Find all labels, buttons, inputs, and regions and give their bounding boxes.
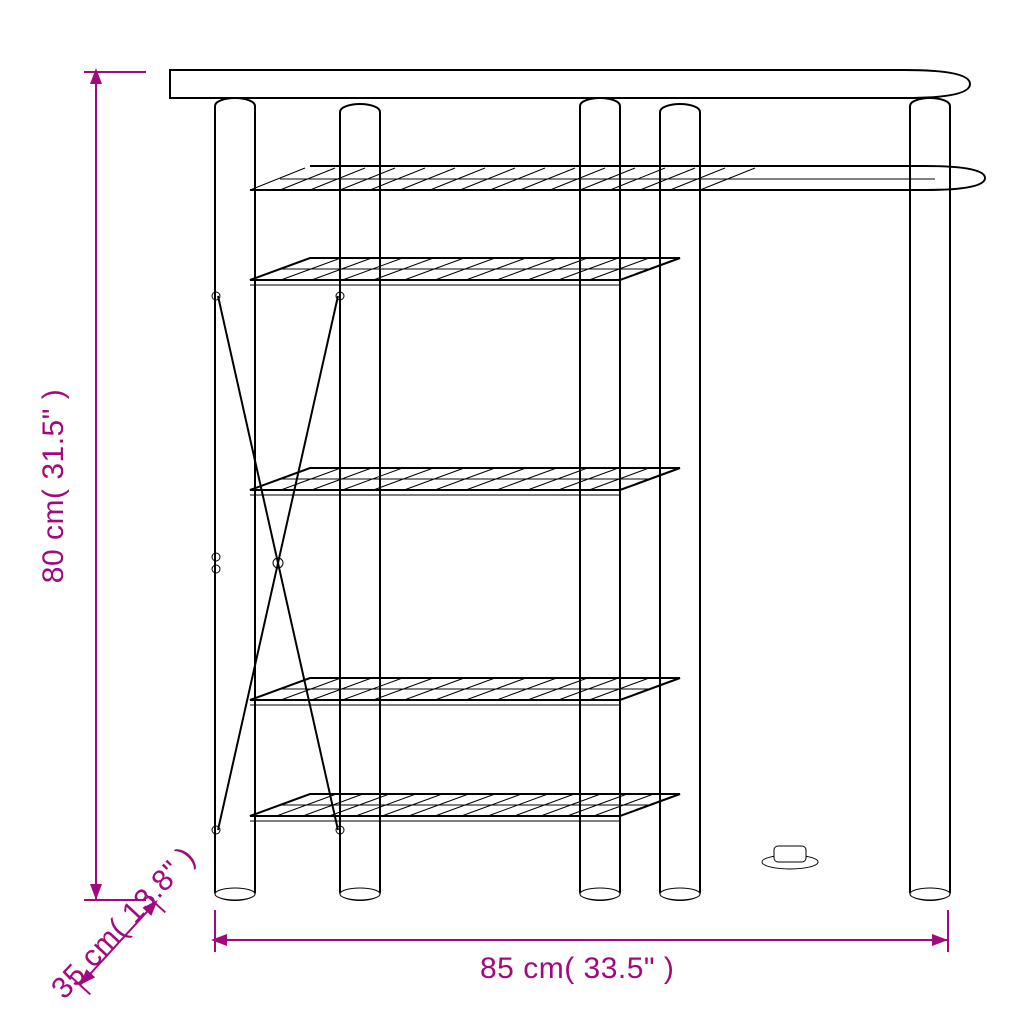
width-dimension-label: 85 cm( 33.5" ) — [480, 952, 674, 986]
height-in: ( 31.5" ) — [37, 389, 70, 499]
width-cm: 85 cm — [480, 952, 564, 985]
height-cm: 80 cm — [37, 499, 70, 583]
height-dimension-label: 80 cm( 31.5" ) — [37, 389, 71, 583]
diagram-canvas: 80 cm( 31.5" ) 35 cm( 13.8" ) 85 cm( 33.… — [0, 0, 1024, 1024]
width-in: ( 33.5" ) — [564, 952, 674, 985]
